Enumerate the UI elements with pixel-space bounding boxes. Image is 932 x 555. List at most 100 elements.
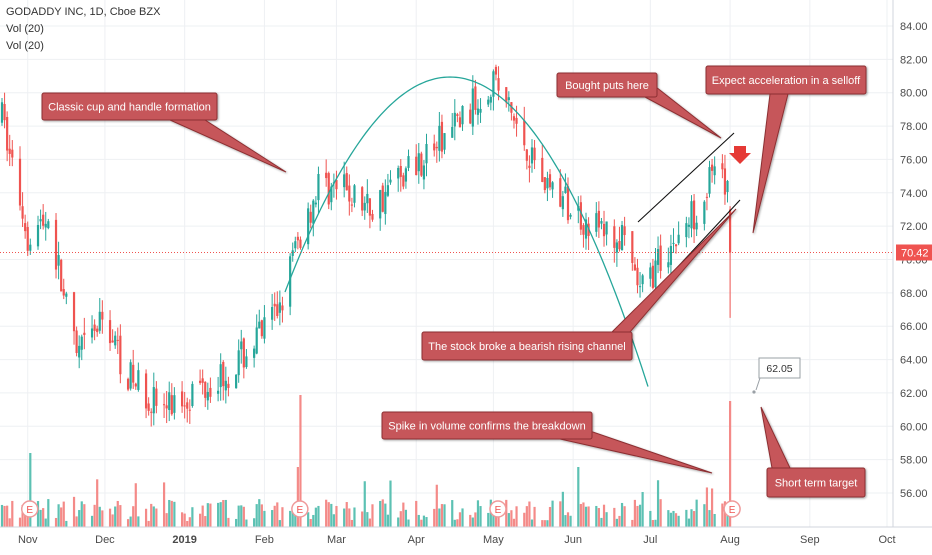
candle-body — [325, 172, 328, 179]
volume-bar — [476, 500, 480, 527]
candle-body — [201, 378, 204, 383]
volume-bar — [36, 501, 40, 527]
target-label-anchor — [752, 390, 756, 394]
candle-body — [705, 196, 709, 198]
candle-body — [687, 224, 691, 227]
candle-body — [597, 210, 600, 228]
candle-body — [363, 202, 366, 211]
volume-bar — [435, 484, 438, 527]
sell-arrow-icon — [729, 146, 751, 164]
volume-bar — [3, 505, 6, 527]
candle-body — [90, 328, 94, 338]
callout-short-term-target: Short term target — [760, 406, 866, 498]
earnings-marker[interactable]: E — [489, 500, 507, 518]
candle-body — [227, 383, 230, 388]
candle-body — [242, 338, 245, 368]
candle-body — [134, 383, 137, 387]
candle-body — [659, 245, 662, 271]
volume-bar — [150, 503, 153, 527]
volume-bar — [559, 501, 562, 527]
candle-body — [723, 168, 727, 195]
earnings-marker-circle — [20, 500, 39, 518]
candle-body — [530, 147, 534, 164]
earnings-marker[interactable]: E — [723, 500, 741, 518]
candle-body — [476, 108, 480, 115]
candle-body — [44, 223, 47, 228]
y-tick-label: 66.00 — [900, 321, 928, 333]
volume-bar — [523, 512, 526, 527]
candle-body — [255, 327, 258, 354]
candle-body — [433, 143, 436, 151]
callout-box — [705, 65, 867, 95]
candle-body — [3, 104, 6, 121]
candle-body — [507, 97, 510, 101]
volume-bar — [613, 507, 616, 527]
candle-body — [57, 255, 60, 266]
candle-body — [695, 222, 698, 230]
volume-bar — [201, 505, 204, 527]
x-tick-label: Dec — [95, 534, 115, 546]
target-price-label: 62.05 — [752, 357, 801, 394]
volume-bar — [420, 519, 423, 527]
candle-body — [613, 226, 616, 248]
candle-body — [29, 244, 32, 251]
candle-body — [708, 167, 711, 194]
candle-body — [672, 242, 675, 244]
channel-upper-line — [637, 132, 735, 223]
volume-bar — [443, 504, 446, 527]
callout-expect-acceleration: Expect acceleration in a selloff — [705, 65, 867, 234]
x-tick-label: Apr — [408, 534, 425, 546]
volume-bar — [237, 505, 240, 527]
volume-bar — [404, 509, 408, 527]
volume-bar — [471, 517, 474, 527]
candle-body — [116, 339, 119, 341]
x-tick-label: Aug — [720, 534, 740, 546]
volume-bar — [255, 504, 258, 527]
candle-body — [458, 117, 462, 128]
volume-bar — [492, 506, 495, 527]
earnings-marker[interactable]: E — [20, 500, 39, 518]
volume-bar — [713, 513, 716, 527]
volume-bar — [402, 502, 405, 527]
volume-bar — [29, 453, 32, 527]
candle-body — [317, 173, 320, 201]
volume-bar — [291, 510, 294, 527]
candle-body — [528, 165, 531, 168]
earnings-marker[interactable]: E — [291, 500, 309, 518]
volume-bar — [263, 510, 266, 527]
volume-bar — [60, 507, 63, 527]
candle-body — [314, 202, 317, 205]
x-tick-label: Sep — [800, 534, 820, 546]
candle-body — [42, 214, 45, 226]
callout-bought-puts: Bought puts here — [556, 72, 722, 139]
candle-body — [186, 402, 189, 409]
x-tick-label: Jul — [643, 534, 657, 546]
volume-bar — [638, 504, 642, 527]
candle-body — [93, 324, 96, 331]
volume-bar — [307, 512, 310, 527]
candle-body — [39, 219, 42, 222]
y-tick-label: 68.00 — [900, 288, 928, 300]
volume-bar — [641, 492, 644, 527]
volume-bar — [186, 520, 189, 527]
volume-bar — [242, 506, 245, 527]
candle-body — [253, 348, 256, 358]
candle-body — [415, 156, 418, 176]
volume-bar — [561, 491, 564, 527]
candle-body — [137, 370, 140, 390]
volume-bar — [62, 501, 65, 527]
candle-body — [389, 179, 392, 183]
volume-bar — [438, 508, 441, 527]
candle-body — [114, 335, 117, 346]
volume-bar — [479, 506, 482, 527]
candle-body — [397, 167, 400, 179]
candle-body — [402, 175, 405, 187]
candle-body — [618, 241, 621, 250]
volume-bar — [101, 510, 104, 527]
candle-body — [685, 223, 688, 238]
volume-bar — [54, 517, 58, 527]
volume-bar — [528, 501, 531, 527]
volume-bar — [217, 502, 220, 527]
